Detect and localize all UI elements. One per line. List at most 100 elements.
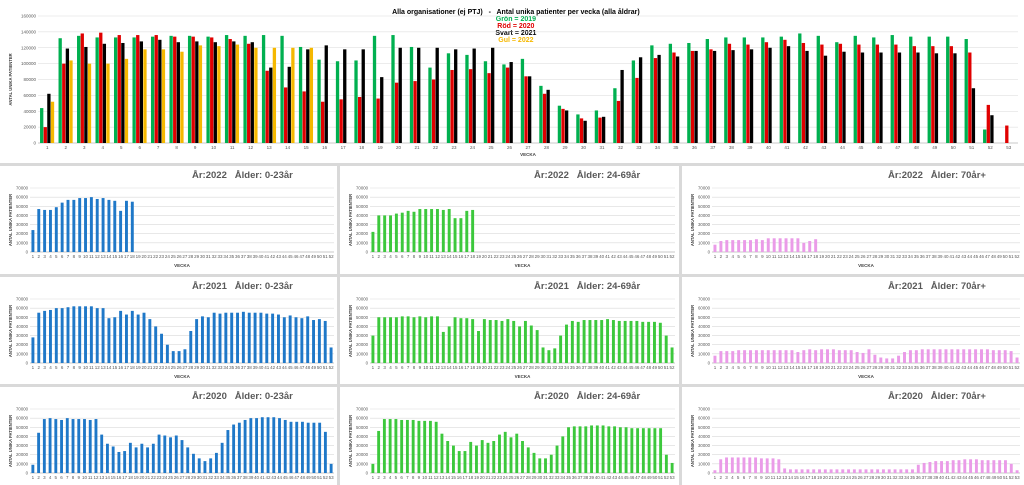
bar (329, 463, 333, 473)
x-tick-label: 46 (293, 254, 299, 259)
bar (946, 36, 950, 144)
bar (37, 312, 41, 363)
x-tick-label: 13 (101, 254, 107, 259)
x-tick-label: 6 (138, 145, 141, 150)
x-tick-label: 19 (474, 475, 480, 480)
bar (237, 422, 241, 473)
x-tick-label: 26 (858, 475, 864, 480)
bar (719, 459, 723, 473)
x-tick-label: 37 (237, 475, 243, 480)
x-tick-label: 46 (629, 475, 635, 480)
x-tick-label: 39 (248, 475, 254, 480)
x-tick-label: 10 (766, 365, 772, 370)
x-tick-label: 53 (1006, 145, 1012, 150)
x-tick-label: 17 (124, 365, 130, 370)
bar (261, 35, 266, 143)
bar (139, 41, 144, 143)
bar (142, 312, 146, 363)
bar (759, 458, 763, 473)
panel-2022-0-23: År:2022 Ålder: 0-23år 0 10000 20000 30000 40… (0, 166, 337, 274)
panel-2022-70: År:2022 Ålder: 70år+ 0 10000 20000 30000 400… (682, 166, 1024, 274)
bar (765, 458, 769, 473)
bar (394, 317, 398, 363)
x-tick-label: 8 (175, 145, 178, 150)
x-tick-label: 29 (194, 365, 200, 370)
x-tick-label: 23 (159, 365, 165, 370)
bar (658, 322, 662, 363)
bar (498, 434, 501, 473)
bar (549, 454, 553, 473)
x-tick-label: 13 (267, 145, 273, 150)
x-tick-label: 27 (863, 475, 869, 480)
x-tick-label: 37 (578, 475, 584, 480)
bar (838, 43, 843, 143)
bar (980, 349, 983, 363)
bar (148, 319, 152, 363)
bar (553, 348, 557, 363)
bar (796, 238, 800, 252)
bar (146, 447, 150, 473)
x-tick-label: 19 (819, 254, 825, 259)
x-tick-label: 50 (658, 254, 664, 259)
x-tick-label: 15 (112, 254, 118, 259)
x-tick-label: 43 (961, 365, 967, 370)
y-tick-label: 120000 (21, 45, 37, 50)
x-tick-label: 28 (529, 365, 535, 370)
x-tick-label: 49 (932, 145, 938, 150)
x-tick-label: 52 (329, 365, 335, 370)
x-tick-label: 7 (67, 254, 70, 259)
y-tick-label: 10000 (698, 461, 711, 466)
bar (613, 426, 617, 473)
bar (47, 93, 51, 143)
x-tick-label: 16 (800, 475, 806, 480)
bar (659, 428, 663, 473)
x-tick-label: 6 (60, 475, 63, 480)
bar (754, 350, 758, 363)
panel-title: År:2022 Ålder: 0-23år (192, 170, 293, 181)
bar (189, 331, 193, 363)
bar (653, 321, 656, 363)
x-tick-label: 37 (582, 254, 588, 259)
x-tick-label: 44 (962, 475, 968, 480)
bar (247, 312, 251, 363)
x-tick-label: 33 (898, 475, 904, 480)
x-tick-label: 38 (729, 145, 735, 150)
bar (475, 445, 478, 473)
bar (595, 425, 599, 473)
bar (317, 319, 321, 363)
x-tick-label: 16 (116, 475, 122, 480)
x-tick-label: 48 (305, 254, 311, 259)
bar (298, 46, 303, 143)
bar (931, 46, 935, 143)
y-tick-label: 60000 (356, 416, 369, 421)
bar (916, 52, 920, 144)
bar (748, 457, 752, 473)
bar (95, 37, 99, 143)
x-tick-label: 41 (949, 254, 955, 259)
x-tick-label: 5 (395, 254, 398, 259)
bar (539, 85, 543, 143)
bar (616, 100, 621, 143)
x-tick-label: 9 (761, 254, 764, 259)
panel-title: År:2020 Ålder: 0-23år (192, 391, 293, 402)
bar (140, 443, 144, 473)
bar (183, 349, 187, 363)
bar (561, 436, 565, 473)
x-tick-label: 10 (423, 254, 429, 259)
bar (125, 200, 128, 252)
y-tick-label: 50000 (698, 425, 711, 430)
x-tick-label: 46 (974, 475, 980, 480)
bar (812, 469, 816, 473)
x-tick-label: 1 (714, 475, 717, 480)
x-tick-label: 16 (457, 475, 463, 480)
x-tick-label: 16 (118, 254, 124, 259)
bar (760, 350, 764, 363)
bar (635, 77, 639, 143)
bar (826, 349, 829, 363)
bar (855, 352, 859, 363)
x-tick-label: 48 (991, 365, 997, 370)
y-tick-label: 0 (26, 250, 29, 255)
bar (441, 331, 445, 363)
bar (294, 317, 298, 363)
bar (564, 110, 569, 143)
